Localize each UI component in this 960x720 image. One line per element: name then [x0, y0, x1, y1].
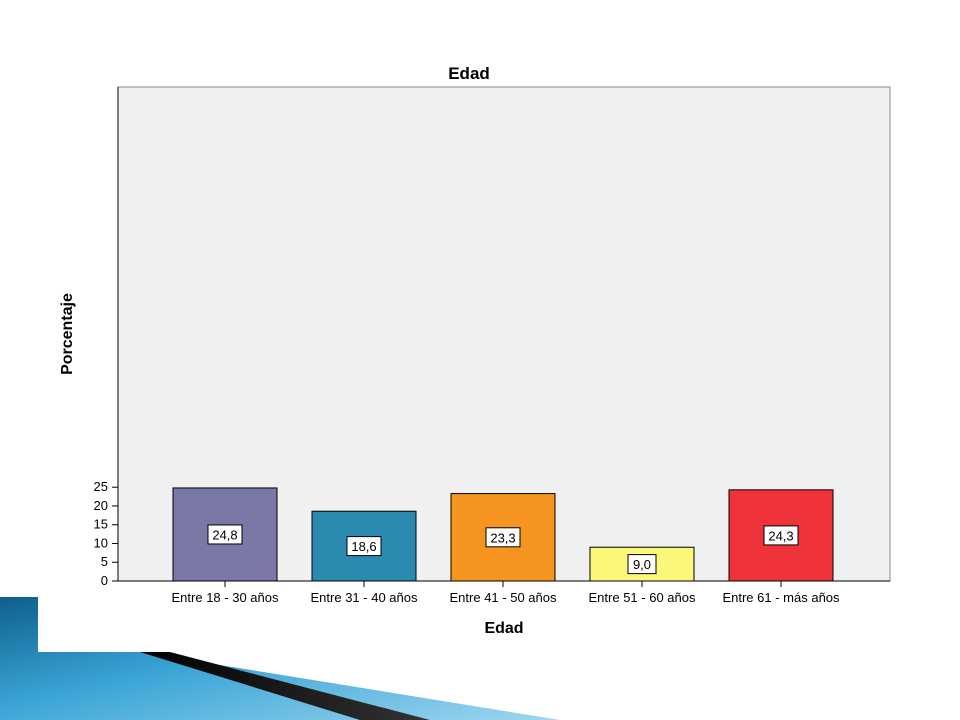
slide-accent-blue: [0, 597, 560, 720]
x-tick-label: Entre 61 - más años: [722, 590, 840, 605]
data-label-text: 23,3: [490, 530, 515, 545]
data-label: 24,8: [207, 524, 243, 545]
x-tick-label: Entre 18 - 30 años: [172, 590, 279, 605]
data-labels: 24,8 18,6 23,3 9,0 24,3: [207, 524, 799, 575]
x-tick-label: Entre 31 - 40 años: [311, 590, 418, 605]
chart-title: Edad: [448, 64, 490, 83]
data-label: 18,6: [346, 536, 382, 557]
data-label: 23,3: [485, 527, 521, 548]
data-label-box: [763, 525, 799, 546]
y-tick-label: 25: [94, 479, 108, 494]
data-label-box: [627, 554, 657, 575]
y-tick-label: 0: [101, 573, 108, 588]
data-label-box: [485, 527, 521, 548]
x-tick-label: Entre 41 - 50 años: [450, 590, 557, 605]
y-tick-label: 20: [94, 498, 108, 513]
data-label-text: 24,3: [768, 528, 793, 543]
data-label-box: [207, 524, 243, 545]
bars: [172, 487, 834, 582]
x-axis-title: Edad: [484, 620, 523, 637]
slide-accent-dark: [140, 652, 430, 720]
data-label: 9,0: [627, 554, 657, 575]
data-label: 24,3: [763, 525, 799, 546]
x-tick-label: Entre 51 - 60 años: [589, 590, 696, 605]
y-tick-label: 15: [94, 517, 108, 532]
y-axis: 0 5 10 15 20 25: [94, 87, 119, 588]
data-label-text: 9,0: [633, 557, 651, 572]
data-label-text: 18,6: [351, 539, 376, 554]
data-label-box: [346, 536, 382, 557]
y-tick-label: 5: [101, 554, 108, 569]
data-label-text: 24,8: [212, 527, 237, 542]
y-tick-label: 10: [94, 535, 108, 550]
x-axis: Entre 18 - 30 años Entre 31 - 40 años Entr…: [118, 580, 890, 605]
slide-decoration: [0, 597, 560, 720]
y-axis-title: Porcentaje: [59, 293, 76, 375]
